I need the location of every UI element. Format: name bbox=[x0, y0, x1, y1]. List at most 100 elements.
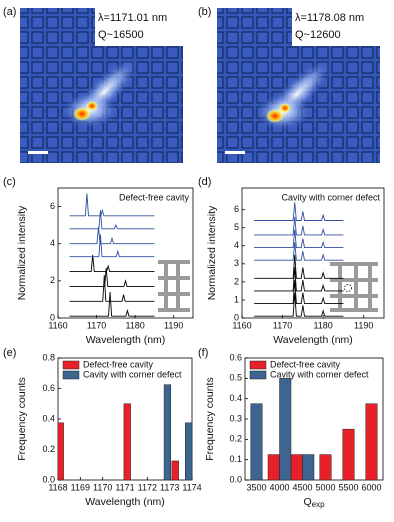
field-hotspot bbox=[73, 107, 91, 121]
legend-swatch bbox=[249, 360, 267, 370]
y-axis-label: Normalized intensity bbox=[16, 205, 28, 300]
bar bbox=[319, 454, 332, 480]
bar bbox=[302, 454, 315, 480]
x-tick-label: 1190 bbox=[354, 320, 373, 330]
bars bbox=[58, 384, 192, 480]
bar bbox=[58, 422, 64, 480]
panel-label: (a) bbox=[3, 6, 16, 18]
y-tick-label: 0.5 bbox=[229, 373, 242, 383]
y-tick-label: 0.8 bbox=[42, 352, 55, 362]
x-tick-label: 1180 bbox=[125, 320, 144, 330]
x-tick-label: 1190 bbox=[164, 320, 183, 330]
bars bbox=[250, 378, 378, 480]
panel-label: (f) bbox=[198, 347, 208, 359]
y-tick-label: 0 bbox=[50, 312, 55, 322]
bar bbox=[290, 454, 303, 480]
inset-lattice bbox=[158, 260, 190, 312]
spectrum-line bbox=[254, 216, 344, 236]
y-tick-label: 0.4 bbox=[229, 393, 242, 403]
bar bbox=[267, 454, 280, 480]
scale-bar bbox=[225, 151, 245, 154]
spectrum-line bbox=[254, 229, 344, 249]
spectrum-line bbox=[69, 291, 155, 317]
x-tick-label: 1160 bbox=[48, 320, 67, 330]
annotation: Q~12600 bbox=[295, 29, 341, 41]
y-tick-label: 4 bbox=[234, 240, 239, 250]
y-tick-label: 1 bbox=[234, 294, 239, 304]
bar bbox=[185, 422, 192, 480]
annotation: Defect-free cavity bbox=[119, 192, 190, 202]
x-tick-label: 1172 bbox=[138, 482, 157, 492]
y-tick-label: 0.1 bbox=[229, 454, 242, 464]
x-tick-label: 1170 bbox=[93, 482, 112, 492]
x-axis-label: Wavelength (nm) bbox=[86, 334, 166, 346]
y-tick-label: 0.6 bbox=[229, 352, 242, 362]
bar bbox=[250, 403, 263, 480]
spectrum-line bbox=[254, 280, 344, 305]
field-hotspot bbox=[266, 109, 284, 123]
bar bbox=[342, 428, 355, 480]
x-tick-label: 1169 bbox=[71, 482, 90, 492]
y-tick-label: 0.2 bbox=[42, 444, 55, 454]
legend-label: Cavity with corner defect bbox=[270, 369, 369, 379]
x-tick-label: 1171 bbox=[115, 482, 134, 492]
x-tick-label: 1170 bbox=[273, 320, 292, 330]
panel-label: (d) bbox=[198, 176, 211, 188]
legend-swatch bbox=[62, 370, 80, 380]
plot-frame bbox=[57, 187, 194, 319]
y-tick-label: 0.2 bbox=[229, 434, 242, 444]
annotation-box bbox=[292, 8, 380, 46]
spectrum-line bbox=[254, 242, 344, 261]
legend-label: Defect-free cavity bbox=[270, 359, 341, 369]
spectrum-line bbox=[69, 275, 155, 302]
spectrum-line bbox=[69, 210, 155, 230]
y-tick-label: 2 bbox=[234, 276, 239, 286]
field-map bbox=[20, 8, 183, 163]
x-tick-label: 4000 bbox=[269, 482, 289, 492]
inset-lattice bbox=[330, 262, 378, 312]
spectrum-line bbox=[254, 254, 344, 279]
bar bbox=[123, 403, 131, 480]
spectrum-line bbox=[69, 267, 155, 287]
spectrum-line bbox=[69, 226, 155, 245]
legend-label: Defect-free cavity bbox=[83, 359, 154, 369]
annotation: Q~16500 bbox=[98, 29, 144, 41]
legend-swatch bbox=[62, 360, 80, 370]
y-tick-label: 0.6 bbox=[42, 383, 55, 393]
y-tick-label: 2 bbox=[50, 275, 55, 285]
x-axis-label-subscript: exp bbox=[312, 500, 325, 509]
legend-swatch bbox=[249, 370, 267, 380]
panel-label: (c) bbox=[3, 176, 16, 188]
x-tick-label: 1160 bbox=[232, 320, 251, 330]
x-tick-label: 1174 bbox=[182, 482, 201, 492]
bar bbox=[279, 378, 292, 480]
panel-label: (e) bbox=[3, 347, 16, 359]
bar bbox=[365, 403, 378, 480]
annotation-box bbox=[95, 8, 183, 46]
y-tick-label: 0 bbox=[234, 312, 239, 322]
y-tick-label: 5 bbox=[234, 222, 239, 232]
y-axis-label: Frequency counts bbox=[204, 377, 216, 460]
spectrum-line bbox=[69, 254, 155, 273]
y-tick-label: 0.0 bbox=[229, 474, 242, 484]
spectrum-line bbox=[69, 193, 155, 217]
field-hotspot bbox=[279, 103, 291, 113]
x-tick-label: 3500 bbox=[246, 482, 266, 492]
bar bbox=[163, 384, 172, 480]
y-axis-label: Normalized intensity bbox=[206, 205, 218, 300]
x-tick-label: 5000 bbox=[315, 482, 335, 492]
spectrum-line bbox=[254, 202, 344, 221]
bar bbox=[171, 460, 179, 480]
field-map bbox=[217, 8, 380, 163]
x-axis-label: Wavelength (nm) bbox=[85, 496, 165, 508]
y-tick-label: 0.3 bbox=[229, 413, 242, 423]
spectrum-line bbox=[254, 267, 344, 292]
x-tick-label: 1180 bbox=[313, 320, 332, 330]
scale-bar bbox=[28, 151, 48, 154]
x-axis-label: Wavelength (nm) bbox=[273, 334, 353, 346]
y-tick-label: 3 bbox=[234, 258, 239, 268]
y-tick-label: 0.4 bbox=[42, 413, 55, 423]
x-tick-label: 1168 bbox=[48, 482, 67, 492]
x-tick-label: 1173 bbox=[160, 482, 179, 492]
